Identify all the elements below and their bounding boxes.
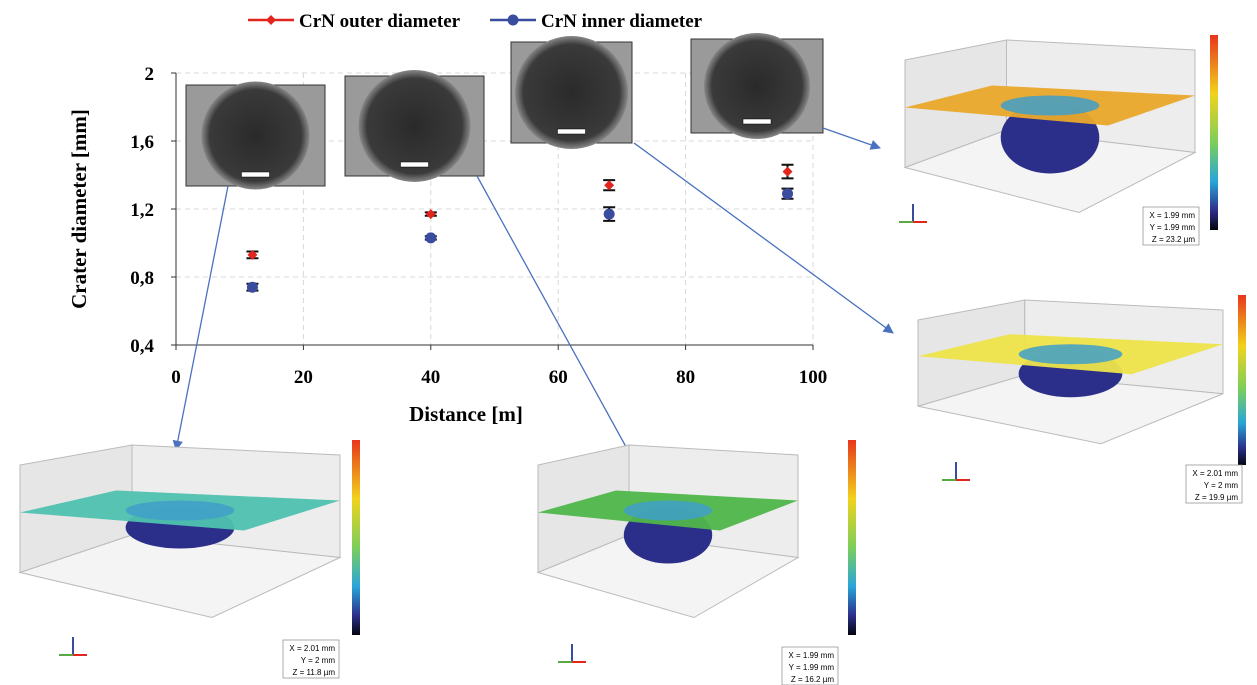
point (426, 209, 436, 219)
y-tick-label: 2 (145, 64, 155, 85)
info-text: X = 1.99 mm (1149, 211, 1195, 220)
figure: 0,40,81,21,62020406080100CrN outer diame… (0, 0, 1257, 685)
arrow (176, 186, 228, 450)
scale-bar (558, 129, 586, 134)
scale-bar (401, 162, 429, 167)
scale-bar (743, 119, 771, 124)
point (247, 282, 258, 293)
legend-marker (508, 15, 519, 26)
arrow (823, 128, 880, 148)
x-axis-label: Distance [m] (409, 402, 523, 426)
x-tick-label: 60 (549, 367, 568, 388)
point (782, 188, 793, 199)
info-text: Z = 19.9 µm (1195, 493, 1238, 502)
x-tick-label: 80 (676, 367, 695, 388)
x-tick-label: 40 (421, 367, 440, 388)
colorbar (352, 440, 360, 635)
info-text: X = 2.01 mm (1192, 469, 1238, 478)
info-text: Y = 1.99 mm (1150, 223, 1196, 232)
x-tick-label: 20 (294, 367, 313, 388)
y-tick-label: 1,2 (130, 200, 154, 221)
arrow (634, 143, 893, 333)
info-text: Y = 2 mm (301, 656, 336, 665)
y-tick-label: 0,8 (130, 268, 154, 289)
legend-label: CrN inner diameter (541, 11, 703, 32)
info-text: X = 2.01 mm (289, 644, 335, 653)
y-axis-label: Crater diameter [mm] (67, 109, 91, 309)
crater-rim (1019, 344, 1123, 364)
legend-marker (266, 15, 276, 25)
y-tick-label: 1,6 (130, 132, 154, 153)
colorbar (848, 440, 856, 635)
info-text: Z = 11.8 µm (293, 668, 336, 677)
crater-rim (624, 501, 712, 521)
info-text: X = 1.99 mm (788, 651, 834, 660)
info-text: Z = 16.2 µm (791, 675, 834, 684)
info-text: Y = 1.99 mm (789, 663, 835, 672)
info-text: Y = 2 mm (1204, 481, 1239, 490)
point (783, 167, 793, 177)
x-tick-label: 100 (799, 367, 828, 388)
point (604, 209, 615, 220)
crater-rim (126, 501, 235, 521)
scale-bar (242, 172, 270, 177)
point (604, 180, 614, 190)
colorbar (1238, 295, 1246, 465)
insets: X = 1.99 mm Y = 1.99 mm Z = 23.2 µm X = 2.0… (20, 33, 1246, 685)
legend-label: CrN outer diameter (299, 11, 461, 32)
point (425, 232, 436, 243)
colorbar (1210, 35, 1218, 230)
info-text: Z = 23.2 µm (1152, 235, 1195, 244)
x-tick-label: 0 (171, 367, 181, 388)
crater-rim (1001, 96, 1100, 116)
y-tick-label: 0,4 (130, 336, 154, 357)
